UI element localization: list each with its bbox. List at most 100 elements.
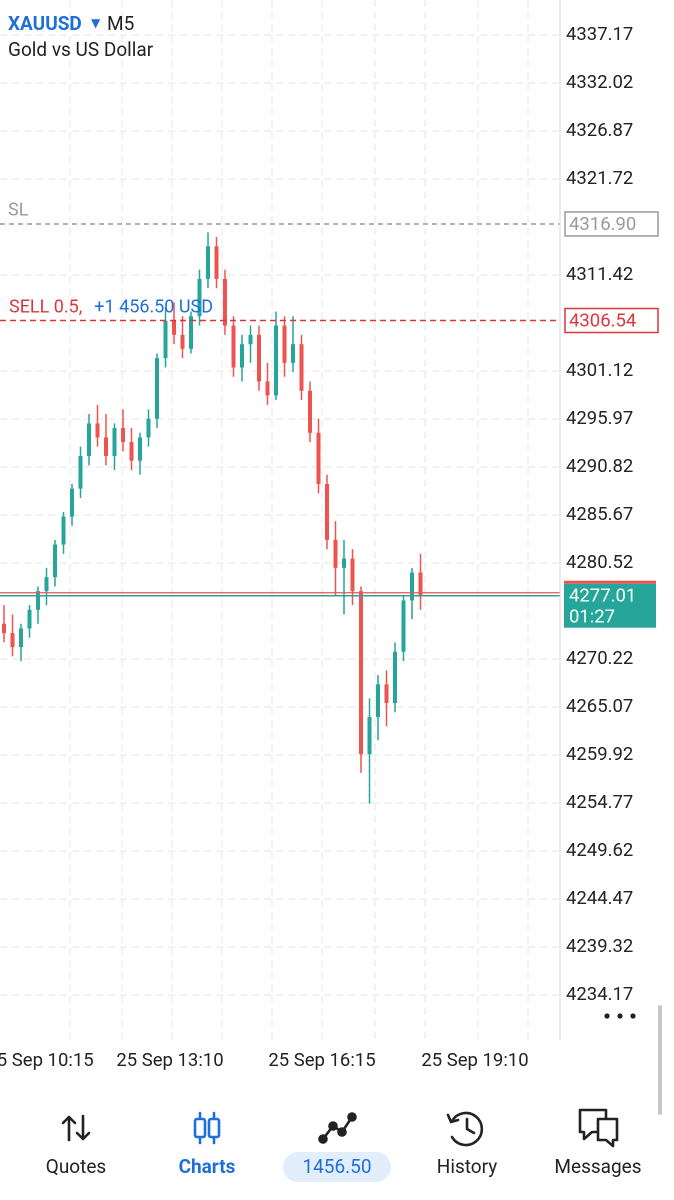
candle-body xyxy=(418,572,423,596)
candle-body xyxy=(27,609,32,629)
y-tick-label: 4254.77 xyxy=(566,791,633,813)
symbol[interactable]: XAUUSD xyxy=(8,12,82,35)
candle-body xyxy=(223,278,227,326)
price-axis: 4337.17 4332.02 4326.87 4321.72 4311.42 4301.… xyxy=(566,23,633,1005)
candle-body xyxy=(265,381,270,396)
ask-box-edge xyxy=(564,580,656,584)
y-tick-label: 4259.92 xyxy=(566,743,633,765)
candle-body xyxy=(53,544,57,578)
grid xyxy=(0,0,560,1040)
y-tick-label: 4270.22 xyxy=(566,647,633,669)
candle-body xyxy=(291,344,295,363)
y-tick-label: 4295.97 xyxy=(566,407,633,429)
candle-body xyxy=(146,418,151,438)
y-tick-label: 4326.87 xyxy=(566,119,633,141)
price-box xyxy=(564,583,656,628)
candle-body xyxy=(359,591,363,755)
candle-body xyxy=(155,358,159,419)
x-tick-label: 25 Sep 13:10 xyxy=(116,1049,223,1071)
candle-body xyxy=(316,432,321,484)
y-tick-label: 4280.52 xyxy=(566,551,633,573)
more-dots[interactable] xyxy=(604,1013,636,1019)
nav-label[interactable]: History xyxy=(437,1155,497,1178)
trade-icon[interactable] xyxy=(318,1112,357,1144)
candle-body xyxy=(10,633,15,648)
candle-body xyxy=(104,437,108,457)
order-price: 4306.54 xyxy=(569,309,636,331)
candle-body xyxy=(342,558,346,568)
order-label[interactable]: SELL 0.5, +1 456.50 USD xyxy=(9,296,213,317)
nav-label[interactable]: Charts xyxy=(179,1155,236,1178)
candle-body xyxy=(384,684,389,703)
y-tick-label: 4332.02 xyxy=(566,71,633,93)
y-tick-label: 4337.17 xyxy=(566,23,633,45)
candle-body xyxy=(333,539,338,568)
candle-body xyxy=(95,423,100,438)
quotes-icon[interactable] xyxy=(61,1114,91,1142)
candle-body xyxy=(274,325,278,396)
sl-price: 4316.90 xyxy=(569,213,636,235)
candle-body xyxy=(87,423,91,457)
x-tick-label: 25 Sep 19:10 xyxy=(421,1049,528,1071)
charts-icon[interactable] xyxy=(193,1111,221,1145)
y-tick-label: 4301.12 xyxy=(566,359,633,381)
candle-body xyxy=(138,437,142,461)
candle-body xyxy=(121,428,125,443)
candle-body xyxy=(214,246,219,279)
candle-timer: 01:27 xyxy=(569,606,615,628)
candle-body xyxy=(206,246,210,279)
candle-body xyxy=(282,325,287,363)
candle-body xyxy=(367,716,372,755)
candle-body xyxy=(112,428,117,457)
candle-body xyxy=(61,516,66,545)
symbol-header[interactable]: XAUUSD ▼ M5 Gold vs US Dollar xyxy=(8,12,154,61)
candle-body xyxy=(70,488,74,517)
timeframe[interactable]: M5 xyxy=(107,12,134,35)
candle-body xyxy=(197,278,202,317)
messages-icon[interactable] xyxy=(578,1108,619,1148)
sl-price-box xyxy=(564,211,659,237)
order-side: SELL 0.5, xyxy=(9,296,82,317)
x-tick-label: 25 Sep 16:15 xyxy=(268,1049,375,1071)
candle-body xyxy=(248,334,253,345)
nav-label[interactable]: Quotes xyxy=(46,1155,106,1178)
candle-body xyxy=(325,483,329,540)
candle-body xyxy=(172,320,176,335)
nav-label[interactable]: Messages xyxy=(554,1155,641,1178)
candle-body xyxy=(19,628,23,648)
candle-body xyxy=(299,344,304,391)
y-tick-label: 4290.82 xyxy=(566,455,633,477)
history-icon[interactable] xyxy=(446,1111,484,1147)
plot-area xyxy=(0,223,560,804)
candle-body xyxy=(376,684,380,717)
candle-body xyxy=(393,651,397,703)
sl-label: SL xyxy=(8,200,29,221)
x-tick-label: 25 Sep 10:15 xyxy=(0,1049,94,1071)
candle-body xyxy=(78,456,83,489)
bottom-nav: Quotes Charts 1456.50 History Messages xyxy=(46,1108,642,1182)
candle-body xyxy=(129,442,134,461)
dropdown-caret[interactable]: ▼ xyxy=(91,16,101,30)
y-tick-label: 4234.17 xyxy=(566,983,633,1005)
candle-body xyxy=(36,591,40,610)
candle-body xyxy=(189,316,193,349)
candle-body xyxy=(308,390,312,433)
balance-pill[interactable] xyxy=(283,1152,391,1182)
y-tick-label: 4239.32 xyxy=(566,935,633,957)
y-tick-label: 4265.07 xyxy=(566,695,633,717)
scrollbar xyxy=(658,1005,662,1115)
candle-body xyxy=(257,334,261,382)
candle-body xyxy=(231,325,236,368)
y-tick-label: 4249.62 xyxy=(566,839,633,861)
y-tick-label: 4285.67 xyxy=(566,503,633,525)
y-tick-label: 4311.42 xyxy=(566,263,633,285)
candle-body xyxy=(240,344,244,368)
current-price: 4277.01 xyxy=(569,585,636,607)
candle-body xyxy=(44,577,49,592)
symbol-description: Gold vs US Dollar xyxy=(8,38,154,61)
candle-body xyxy=(2,623,6,634)
y-tick-label: 4321.72 xyxy=(566,167,633,189)
nav-label[interactable]: 1456.50 xyxy=(302,1155,371,1178)
y-tick-label: 4244.47 xyxy=(566,887,633,909)
